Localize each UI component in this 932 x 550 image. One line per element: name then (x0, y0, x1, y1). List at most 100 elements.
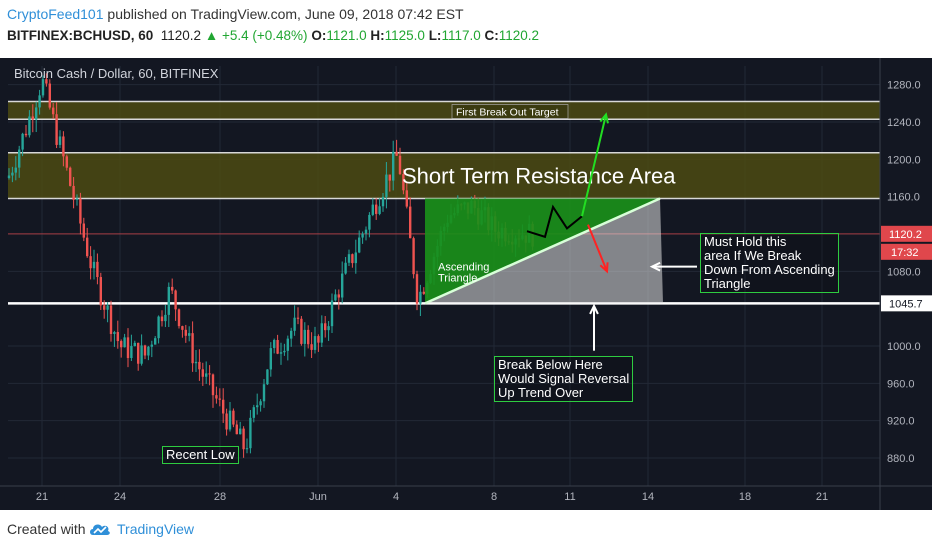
x-tick-label: 4 (393, 491, 399, 503)
breakout-arrow-head (599, 112, 609, 124)
candle (273, 339, 276, 349)
resistance-label: Short Term Resistance Area (402, 164, 676, 189)
candle (405, 190, 408, 207)
candle (334, 294, 337, 301)
price-change: +5.4 (+0.48%) (221, 28, 308, 43)
candle (279, 352, 283, 354)
candle (262, 384, 266, 402)
candle (11, 172, 14, 176)
candle (137, 342, 140, 364)
triangle-support-line (424, 197, 661, 305)
publish-line: CryptoFeed101 published on TradingView.c… (7, 6, 464, 22)
candles (7, 73, 534, 458)
candle (337, 294, 340, 298)
candle (106, 305, 109, 310)
candle (75, 198, 79, 200)
axes: 1280.01240.01200.01160.01120.01080.01045… (0, 58, 932, 510)
candle (402, 174, 405, 191)
candle (167, 286, 170, 315)
candle (388, 174, 391, 181)
up-arrow-icon: ▲ (204, 28, 219, 43)
x-tick-label: 11 (564, 491, 575, 503)
candle (232, 410, 235, 425)
x-tick-label: Jun (309, 491, 327, 503)
breakout-target-label: First Break Out Target (456, 106, 559, 118)
close-value: 1120.2 (498, 28, 540, 43)
candle (283, 350, 286, 353)
candle (14, 167, 17, 173)
breakout-target-zone (8, 101, 880, 120)
x-tick-label: 28 (214, 491, 226, 503)
candle (154, 338, 157, 345)
tradingview-brand-link[interactable]: TradingView (117, 521, 195, 537)
candle (72, 185, 75, 200)
candle (245, 448, 249, 450)
author-link[interactable]: CryptoFeed101 (7, 6, 104, 22)
breakout-target-box (451, 104, 569, 119)
triangle-label: Triangle (438, 273, 477, 285)
candle (368, 214, 371, 230)
y-tick-label: 1160.0 (887, 192, 920, 204)
candle (65, 156, 68, 168)
candle (120, 341, 123, 348)
candle (313, 336, 317, 350)
candle (375, 204, 378, 214)
candle (412, 238, 415, 275)
symbol-label: BITFINEX:BCHUSD, 60 (7, 28, 154, 43)
x-tick-label: 18 (739, 491, 751, 503)
candle (79, 198, 82, 224)
candle (150, 344, 153, 347)
y-tick-label: 920.0 (887, 416, 915, 428)
candle (69, 167, 72, 186)
candle (160, 316, 164, 322)
candle (239, 428, 242, 435)
candle (378, 206, 381, 214)
candle (184, 329, 187, 336)
candle (225, 413, 228, 430)
candle (419, 291, 422, 304)
candle (55, 114, 58, 145)
candle (409, 206, 412, 239)
candle (86, 237, 89, 257)
candle (269, 348, 272, 370)
candle (18, 149, 21, 168)
x-tick-label: 21 (36, 491, 48, 503)
candle (300, 318, 303, 344)
last-price: 1120.2 (160, 28, 202, 43)
low-label: L: (428, 28, 442, 43)
y-tick-label: 1045.7 (889, 298, 923, 310)
published-text: published on TradingView.com, June 09, 2… (107, 6, 464, 22)
candle (358, 237, 361, 253)
open-value: 1121.0 (326, 28, 367, 43)
candle (28, 116, 31, 136)
candle (191, 333, 194, 364)
candle (395, 151, 398, 156)
x-tick-label: 8 (491, 491, 497, 503)
candle (147, 346, 150, 356)
resistance-zone (8, 152, 880, 199)
candle (211, 374, 215, 396)
candle (116, 332, 119, 342)
candle (143, 345, 147, 356)
breakdown-arrow-head (599, 262, 609, 274)
candle (392, 151, 395, 181)
y-tick-label: 960.0 (887, 378, 915, 390)
candle (293, 317, 296, 331)
x-tick-label: 21 (816, 491, 828, 503)
candle (130, 346, 133, 359)
candle (38, 95, 41, 108)
candle (364, 229, 368, 234)
candle (330, 300, 334, 327)
candle (201, 369, 204, 377)
candle (398, 155, 402, 175)
support-price-badge (881, 295, 932, 312)
candle (41, 79, 45, 96)
candle (242, 428, 245, 450)
candle (198, 361, 201, 370)
candle (171, 286, 174, 291)
candle (35, 107, 38, 120)
must-hold-arrow-head (649, 261, 661, 272)
triangle-label: Ascending (438, 261, 489, 273)
